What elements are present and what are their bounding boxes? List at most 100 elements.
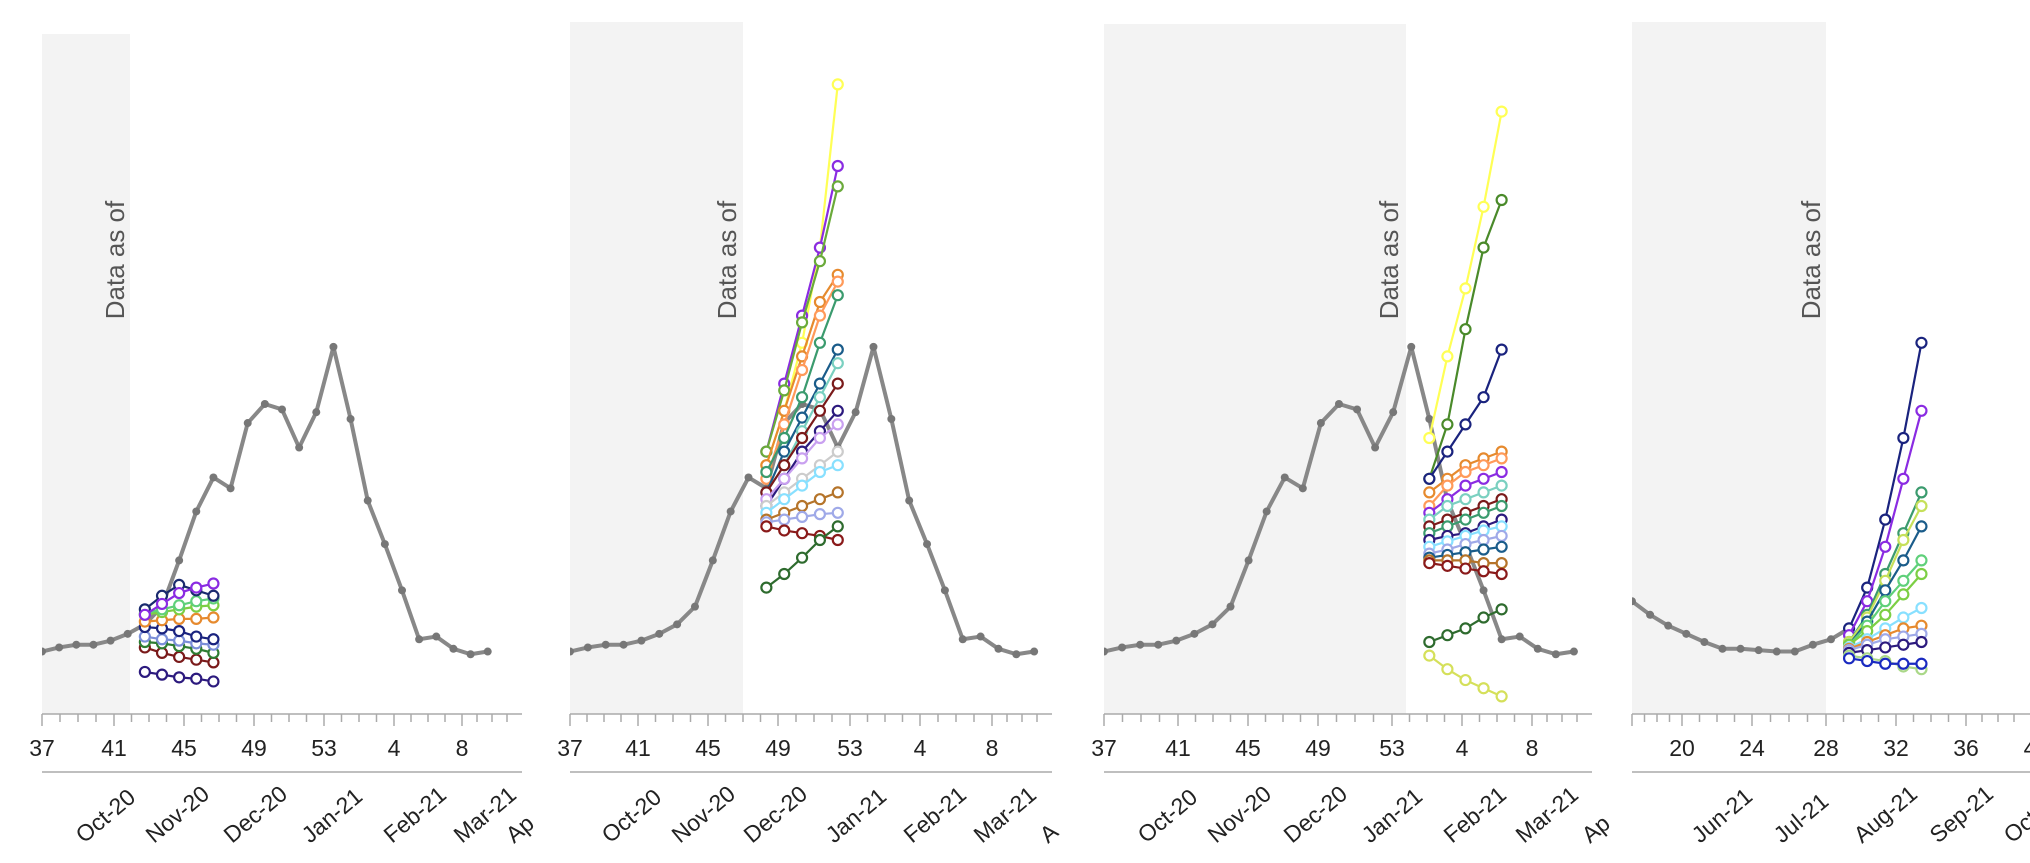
forecast-point — [1441, 629, 1454, 642]
week-tick-label: 4 — [2024, 735, 2030, 761]
observed-point — [708, 556, 717, 565]
observed-point — [655, 629, 664, 638]
forecast-point — [795, 316, 809, 329]
month-tick-label: Dec-20 — [739, 780, 813, 848]
week-tick-label: 36 — [1953, 735, 1979, 761]
plot-area — [1632, 336, 1928, 676]
forecast-point — [1879, 641, 1892, 654]
forecast-point — [831, 180, 844, 193]
forecast-point — [1459, 323, 1472, 336]
forecast-point — [1459, 282, 1472, 295]
forecast-series-6 — [760, 289, 844, 479]
forecast-point — [1477, 391, 1490, 404]
observed-point — [466, 650, 475, 659]
week-tick-label: 45 — [171, 735, 197, 761]
week-tick-label: 4 — [388, 735, 401, 761]
observed-point — [1425, 414, 1434, 423]
week-tick-label: 45 — [1235, 735, 1261, 761]
forecast-point — [1897, 472, 1910, 485]
month-tick-label: Aug-21 — [1849, 780, 1923, 848]
observed-point — [106, 636, 115, 645]
observed-point — [1226, 602, 1235, 611]
observed-point — [619, 640, 628, 649]
month-tick-label: Jun-21 — [1687, 783, 1758, 848]
observed-point — [192, 507, 201, 516]
month-tick-label: Mar-21 — [1511, 781, 1584, 848]
forecast-point — [813, 404, 827, 417]
observed-point — [346, 414, 355, 423]
observed-point — [449, 644, 458, 653]
forecast-point — [1441, 418, 1454, 431]
week-tick-label: 37 — [557, 735, 583, 761]
week-tick-label: 49 — [1305, 735, 1331, 761]
observed-point — [483, 647, 492, 656]
forecast-point — [831, 78, 844, 91]
observed-point — [570, 647, 574, 656]
observed-point — [1154, 640, 1163, 649]
forecast-point — [778, 493, 791, 506]
week-tick-label: 20 — [1669, 735, 1695, 761]
forecast-series-17 — [1423, 649, 1508, 703]
observed-point — [175, 556, 184, 565]
forecast-point — [207, 589, 220, 602]
forecast-point — [813, 391, 827, 404]
observed-point — [690, 602, 699, 611]
forecast-point — [813, 533, 827, 547]
forecast-series-1 — [1423, 105, 1508, 445]
forecast-point — [795, 551, 809, 564]
observed-point — [329, 342, 338, 351]
forecast-point — [1879, 513, 1892, 526]
observed-point — [958, 635, 967, 644]
observed-point — [744, 473, 753, 482]
forecast-point — [1441, 479, 1454, 492]
forecast-point — [1915, 567, 1928, 581]
forecast-point — [190, 581, 203, 594]
forecast-point — [1477, 543, 1490, 556]
forecast-point — [1495, 529, 1508, 543]
forecast-point — [1459, 562, 1472, 575]
forecast-point — [778, 445, 791, 458]
forecast-point — [1441, 663, 1454, 676]
observed-point — [123, 629, 132, 638]
forecast-point — [1915, 486, 1928, 499]
forecast-point — [155, 668, 169, 681]
forecast-series-10 — [138, 577, 220, 621]
month-tick-label: Nov-20 — [667, 780, 741, 848]
month-tick-label: Nov-20 — [1203, 780, 1277, 848]
week-tick-label: 32 — [1883, 735, 1909, 761]
observed-point — [260, 400, 269, 408]
week-tick-label: 49 — [241, 735, 267, 761]
forecast-point — [1495, 452, 1508, 465]
forecast-point — [1495, 499, 1508, 513]
forecast-point — [831, 418, 844, 431]
forecast-point — [1495, 567, 1508, 581]
forecast-point — [1423, 431, 1436, 445]
forecast-point — [1861, 654, 1874, 668]
forecast-point — [760, 465, 773, 479]
month-tick-label: Jan-21 — [297, 783, 368, 848]
forecast-point — [1915, 499, 1928, 513]
forecast-point — [207, 633, 220, 646]
forecast-point — [795, 411, 809, 424]
week-tick-label: 37 — [1091, 735, 1117, 761]
forecast-point — [1897, 638, 1910, 651]
data-as-of-shade — [1632, 22, 1826, 714]
observed-point — [1479, 586, 1488, 595]
forecast-point — [1897, 574, 1910, 587]
forecast-point — [795, 452, 809, 465]
forecast-point — [778, 459, 791, 472]
forecast-point — [1477, 459, 1490, 472]
forecast-point — [1897, 431, 1910, 445]
forecast-point — [831, 404, 844, 417]
forecast-point — [173, 599, 186, 612]
forecast-point — [813, 309, 827, 322]
month-tick-label: Oct-20 — [597, 784, 667, 848]
forecast-point — [795, 363, 809, 377]
forecast-point — [1495, 465, 1508, 479]
forecast-point — [1459, 479, 1472, 492]
observed-point — [869, 342, 878, 351]
observed-point — [55, 643, 64, 652]
forecast-point — [155, 633, 169, 646]
forecast-point — [1441, 559, 1454, 572]
forecast-series-5 — [1423, 452, 1508, 513]
